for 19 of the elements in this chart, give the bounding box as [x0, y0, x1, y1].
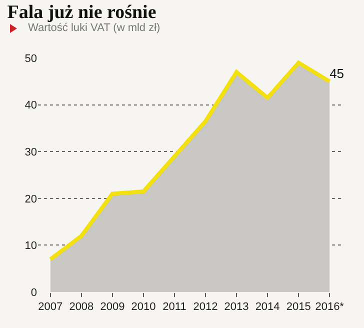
x-tick-label: 2009: [100, 301, 125, 314]
y-tick-label: 10: [24, 240, 37, 252]
y-tick-label: 0: [30, 286, 37, 299]
y-tick-label: 20: [24, 193, 37, 206]
data-label: 45: [330, 66, 344, 82]
x-tick-label: 2007: [38, 301, 63, 314]
x-tick-label: 2016*: [315, 301, 345, 314]
x-tick-label: 2008: [69, 301, 94, 314]
y-tick-label: 30: [24, 146, 37, 158]
x-tick-label: 2010: [131, 301, 156, 314]
x-tick-label: 2013: [224, 301, 249, 314]
y-tick-label: 50: [24, 52, 37, 65]
x-tick-label: 2014: [255, 301, 280, 314]
y-tick-label: 40: [24, 100, 37, 112]
x-tick-label: 2015: [286, 301, 311, 314]
chart-subtitle: Wartość luki VAT (w mld zł): [28, 22, 160, 34]
x-tick-label: 2011: [162, 301, 186, 314]
x-tick-label: 2012: [193, 301, 218, 314]
chart-title: Fala już nie rośnie: [7, 2, 156, 24]
